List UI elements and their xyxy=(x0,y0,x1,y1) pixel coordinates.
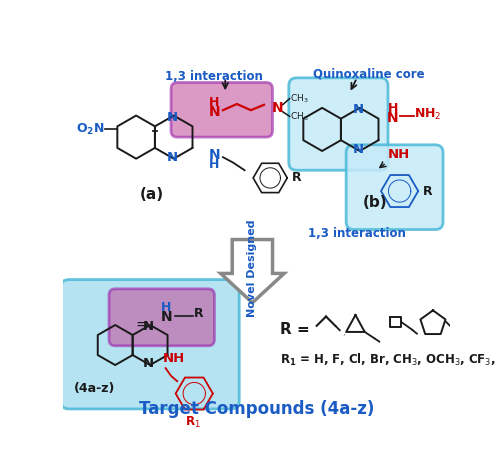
Text: N: N xyxy=(166,111,177,124)
Text: R: R xyxy=(423,184,432,197)
FancyBboxPatch shape xyxy=(171,83,272,137)
Text: N: N xyxy=(208,148,220,162)
Text: R =: R = xyxy=(280,322,309,337)
Text: 1,3 interaction: 1,3 interaction xyxy=(308,227,406,240)
Text: =: = xyxy=(135,317,148,332)
Text: (b): (b) xyxy=(363,195,388,210)
Text: N: N xyxy=(352,143,364,156)
Text: R: R xyxy=(194,307,204,320)
Text: 1,3 interaction: 1,3 interaction xyxy=(164,70,262,83)
FancyArrow shape xyxy=(220,240,284,303)
FancyBboxPatch shape xyxy=(289,78,388,170)
Text: (a): (a) xyxy=(140,188,164,203)
Text: N: N xyxy=(143,357,154,370)
Text: H: H xyxy=(161,301,172,314)
Text: H: H xyxy=(388,102,398,115)
Text: Novel Designed: Novel Designed xyxy=(248,219,258,317)
Text: NH: NH xyxy=(163,352,186,365)
Text: $\mathbf{R_1}$ = H, F, Cl, Br, CH$_3$, OCH$_3$, CF$_3$, CN: $\mathbf{R_1}$ = H, F, Cl, Br, CH$_3$, O… xyxy=(280,352,500,369)
Text: N: N xyxy=(352,103,364,116)
Text: H: H xyxy=(209,159,220,171)
Text: Target Compounds (4a-z): Target Compounds (4a-z) xyxy=(138,400,374,418)
Text: N: N xyxy=(166,151,177,164)
Text: N: N xyxy=(387,111,398,125)
Text: H: H xyxy=(209,96,220,109)
Text: N: N xyxy=(143,320,154,333)
Text: NH: NH xyxy=(388,148,410,161)
Text: CH$_3$: CH$_3$ xyxy=(290,110,308,122)
FancyBboxPatch shape xyxy=(346,145,443,229)
FancyBboxPatch shape xyxy=(61,280,239,409)
Text: $\mathbf{O_2N}$: $\mathbf{O_2N}$ xyxy=(76,122,105,137)
Text: R: R xyxy=(292,172,302,184)
Text: NH$_2$: NH$_2$ xyxy=(414,106,442,121)
Text: N: N xyxy=(160,310,172,324)
Text: Quinoxaline core: Quinoxaline core xyxy=(313,67,424,80)
FancyBboxPatch shape xyxy=(109,289,214,346)
Text: N: N xyxy=(208,106,220,120)
Text: (4a-z): (4a-z) xyxy=(74,382,116,395)
Text: N: N xyxy=(272,101,284,115)
Text: CH$_3$: CH$_3$ xyxy=(290,92,308,105)
Text: R$_1$: R$_1$ xyxy=(185,415,200,430)
